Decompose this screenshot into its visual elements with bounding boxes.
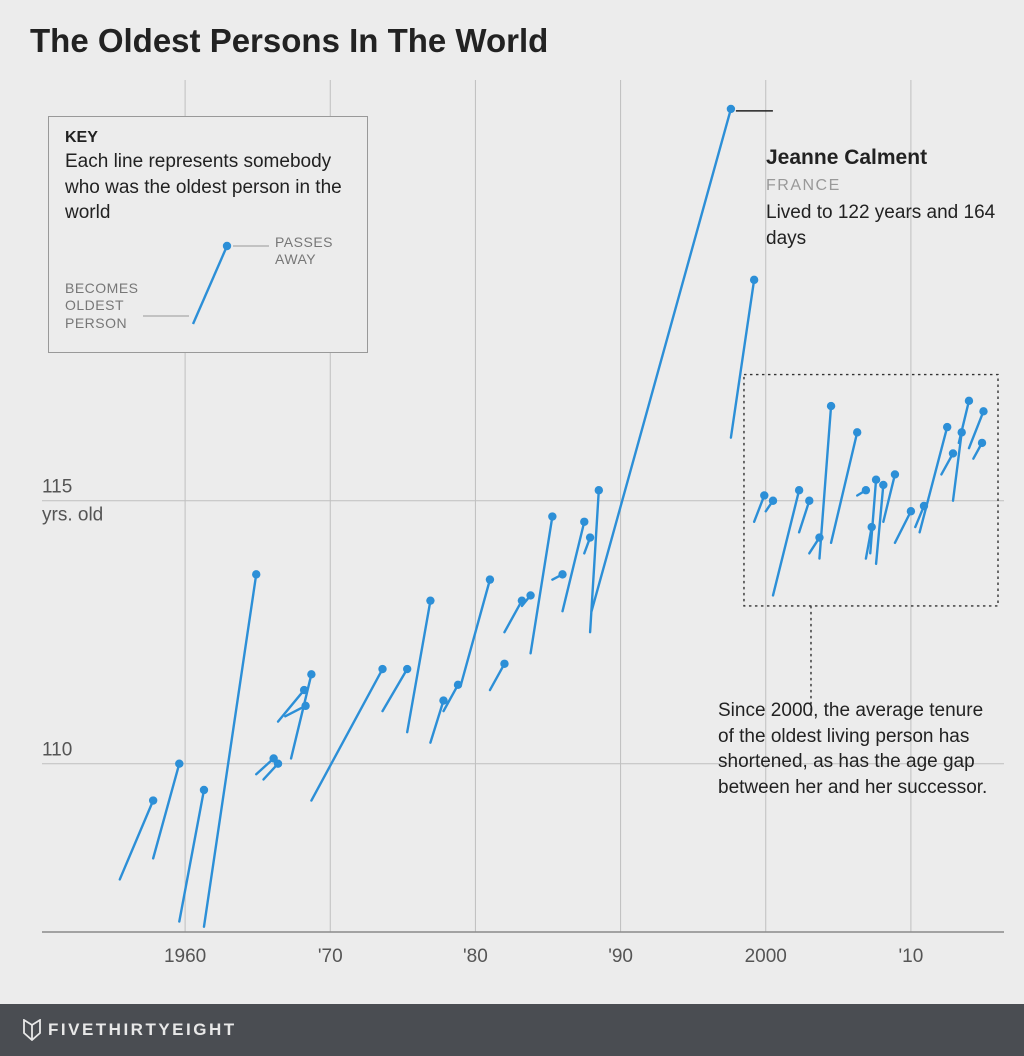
svg-text:'90: '90 [608, 946, 633, 967]
annotation-calment: Jeanne Calment FRANCE Lived to 122 years… [766, 144, 996, 251]
svg-text:115: 115 [42, 477, 72, 498]
svg-text:2000: 2000 [745, 946, 787, 967]
footer-bar: FIVETHIRTYEIGHT [0, 1004, 1024, 1056]
annotation-since2000: Since 2000, the average tenure of the ol… [718, 698, 988, 801]
legend-becomes-label: BECOMES OLDEST PERSON [65, 280, 139, 333]
brand-logo: FIVETHIRTYEIGHT [22, 1019, 237, 1041]
chart-container: The Oldest Persons In The World 110 115 yr… [0, 0, 1024, 1056]
svg-text:110: 110 [42, 740, 72, 761]
svg-text:'70: '70 [318, 946, 343, 967]
svg-text:yrs. old: yrs. old [42, 505, 103, 526]
svg-text:'80: '80 [463, 946, 488, 967]
annotation-since2000-text: Since 2000, the average tenure of the ol… [718, 700, 987, 798]
legend-box: KEY Each line represents somebody who wa… [48, 116, 368, 353]
legend-passes-label: PASSES AWAY [275, 234, 333, 269]
annotation-calment-name: Jeanne Calment [766, 144, 996, 172]
svg-text:'10: '10 [899, 946, 924, 967]
chart-title: The Oldest Persons In The World [0, 0, 1024, 60]
svg-text:1960: 1960 [164, 946, 206, 967]
annotation-calment-country: FRANCE [766, 175, 996, 197]
annotation-calment-desc: Lived to 122 years and 164 days [766, 200, 996, 251]
brand-text: FIVETHIRTYEIGHT [48, 1020, 237, 1040]
fox-icon [22, 1019, 42, 1041]
legend-title: KEY [65, 129, 351, 147]
legend-description: Each line represents somebody who was th… [65, 149, 351, 226]
